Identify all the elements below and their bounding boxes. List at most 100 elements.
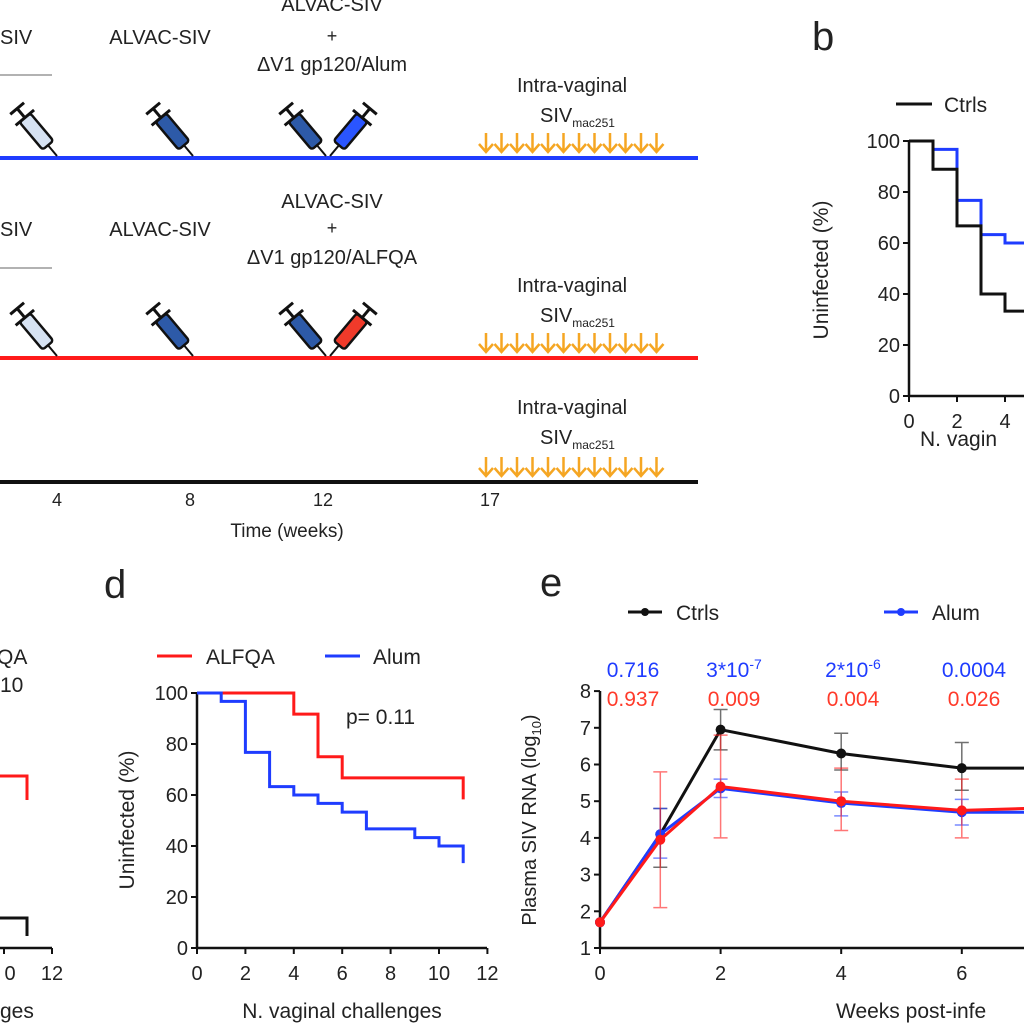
syringe-flange (150, 108, 172, 127)
syringe-plunger-head (9, 301, 26, 316)
x-tick-label: 2 (240, 963, 251, 985)
syringe-needle (47, 144, 58, 157)
challenge-arrow-icon (571, 457, 587, 478)
data-point (956, 805, 967, 816)
p-value-alum: 3*10-7 (706, 656, 762, 682)
syringe-plunger (284, 307, 296, 319)
y-axis-label-main: Plasma SIV RNA (log (519, 736, 541, 926)
syringe-needle (329, 144, 340, 157)
x-tick-label: 6 (337, 963, 348, 985)
data-line (598, 727, 1024, 924)
syringe-needle (47, 344, 58, 357)
p-value-base: 2*10 (825, 659, 868, 682)
time-tick-8: 8 (185, 490, 195, 510)
data-point (655, 834, 666, 845)
p-value-base: 3*10 (706, 659, 749, 682)
syringe-needle (183, 144, 194, 157)
x-tick-label: 0 (594, 963, 605, 985)
p-value-alum: 0.716 (607, 659, 660, 682)
syringe-icon (9, 101, 58, 157)
x-tick-label: 0 (191, 963, 202, 985)
g3-challenge-line1: Intra-vaginal (517, 397, 627, 419)
data-point (836, 748, 847, 759)
challenge-arrow-icon (633, 333, 649, 354)
y-tick-label: 3 (580, 865, 591, 887)
challenge-arrow-icon (540, 133, 556, 154)
challenge-arrow-icon (586, 333, 603, 354)
x-axis-label: Weeks post-infe (836, 1000, 986, 1023)
syringe-needle (329, 344, 340, 357)
g1-syringes (9, 101, 378, 157)
y-tick-label: 40 (878, 284, 900, 306)
panel-c-red-curve (0, 774, 29, 800)
x-tick-label: 4 (999, 411, 1010, 433)
data-point (715, 781, 726, 792)
y-axis-label-end: ) (519, 714, 541, 721)
g3-challenge-line2: SIVmac251 (540, 427, 615, 452)
p-value-exponent: -7 (749, 656, 762, 672)
challenge-arrow-icon (617, 133, 634, 154)
y-tick-label: 0 (177, 938, 188, 960)
syringe-flange (351, 308, 373, 327)
syringe-plunger (151, 107, 163, 119)
g1-challenge-line2: SIVmac251 (540, 105, 615, 130)
g2-boost1-label: ALVAC-SIV (109, 219, 211, 241)
g2-prime-label: SIV (0, 219, 33, 241)
panel-c-legend-fragment: QA (0, 646, 27, 669)
y-axis-label: Plasma SIV RNA (log10) (519, 714, 544, 925)
x-tick-label: 2 (951, 411, 962, 433)
challenge-arrow-icon (617, 333, 634, 354)
x-tick-label: 2 (715, 963, 726, 985)
legend-label: Ctrls (676, 602, 719, 625)
syringe-plunger (15, 107, 27, 119)
challenge-arrow-icon (540, 333, 556, 354)
data-point (956, 763, 967, 774)
g1-boost1-label: ALVAC-SIV (109, 27, 211, 49)
time-tick-12: 12 (313, 490, 333, 510)
challenge-arrow-icon (478, 133, 494, 154)
challenge-arrow-icon (509, 133, 525, 154)
y-tick-label: 6 (580, 755, 591, 777)
y-tick-label: 40 (166, 836, 188, 858)
challenge-arrow-icon (602, 333, 618, 354)
g1-boost2-line2: + (327, 26, 338, 46)
x-tick-label: 4 (836, 963, 847, 985)
y-tick-label: 5 (580, 791, 591, 813)
syringe-icon (145, 101, 194, 157)
challenge-arrow-icon (524, 333, 541, 354)
syringe-plunger-head (278, 301, 295, 316)
g1-boost2-line3: ΔV1 gp120/Alum (257, 54, 407, 76)
y-tick-label: 1 (580, 938, 591, 960)
g2-challenge-line2: SIVmac251 (540, 305, 615, 330)
g1-challenge-arrows (478, 133, 665, 154)
data-point (715, 724, 726, 735)
y-tick-label: 7 (580, 718, 591, 740)
panel-c-black-curve (0, 916, 29, 936)
g1-boost2-line1: ALVAC-SIV (281, 0, 383, 16)
panel-label-e: e (540, 561, 562, 605)
panel-c-tick-label: 0 (4, 963, 15, 985)
legend-marker (897, 608, 905, 616)
chart-panel-d: 0 20 40 60 80 100 0 2 4 6 8 10 12 ALFQA Alum p= 0.11 Uni… (116, 646, 499, 1023)
panel-c-tick-label: 12 (41, 963, 63, 985)
g2-boost2-line2: + (327, 218, 338, 238)
legend-label: Ctrls (944, 94, 987, 117)
syringe-needle (316, 344, 327, 357)
legend-label: Alum (373, 646, 421, 669)
p-value-annotation: p= 0.11 (346, 706, 415, 729)
time-tick-4: 4 (52, 490, 62, 510)
y-axis-label: Uninfected (%) (116, 751, 139, 890)
g2-challenge-arrows (478, 333, 665, 354)
challenge-arrow-icon (648, 333, 665, 354)
challenge-arrow-icon (648, 457, 665, 478)
syringe-plunger (151, 307, 163, 319)
syringe-plunger (15, 307, 27, 319)
y-tick-label: 80 (878, 182, 900, 204)
p-value-exponent: -6 (868, 656, 881, 672)
survival-curve (197, 691, 465, 800)
syringe-plunger-head (145, 301, 162, 316)
y-tick-label: 0 (889, 386, 900, 408)
syringe-plunger-head (145, 101, 162, 116)
panel-a-schema: SIV ALVAC-SIV ALVAC-SIV + ΔV1 gp120/Alum… (0, 0, 698, 542)
y-tick-label: 8 (580, 681, 591, 703)
